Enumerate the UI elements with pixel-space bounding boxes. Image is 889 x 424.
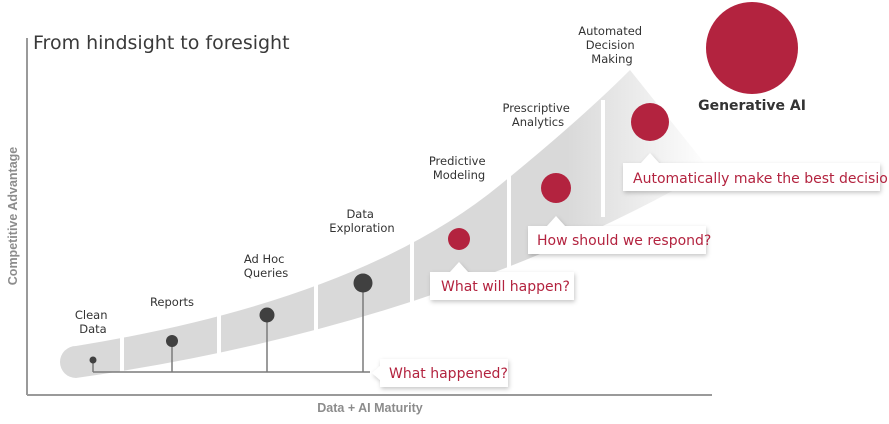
stage-label-data-exploration: Data Exploration <box>329 207 394 235</box>
stage-labels: Clean Data Reports Ad Hoc Queries Data E… <box>75 24 646 336</box>
stage-markers <box>89 103 669 364</box>
stage-label-reports: Reports <box>150 295 194 309</box>
callout-text: Automatically make the best decision <box>633 171 889 187</box>
stage-label-predictive-modeling: Predictive Modeling <box>429 154 489 182</box>
callout-card <box>528 216 706 254</box>
axes: Data + AI Maturity Competitive Advantage <box>6 38 712 415</box>
callout-text: What will happen? <box>441 279 570 295</box>
stage-marker-automated-decision-making <box>631 103 669 141</box>
stage-marker-clean-data <box>89 356 97 364</box>
stage-marker-prescriptive-analytics <box>541 173 571 203</box>
callout-card <box>623 153 880 191</box>
callout-text: How should we respond? <box>537 233 711 249</box>
callout-text: What happened? <box>389 366 508 382</box>
stage-marker-reports <box>166 335 178 347</box>
diagram-title: From hindsight to foresight <box>33 32 290 54</box>
callout-what-happened: What happened? <box>372 359 508 387</box>
y-axis-label: Competitive Advantage <box>6 147 20 286</box>
generative-ai-label: Generative AI <box>698 98 806 114</box>
generative-ai-highlight: Generative AI <box>698 2 806 114</box>
callouts: What happened? What will happen? How sho… <box>372 153 889 387</box>
stage-label-prescriptive-analytics: Prescriptive Analytics <box>502 101 573 129</box>
callout-card <box>372 359 508 387</box>
band-shape <box>60 70 710 378</box>
callout-automatically-decide: Automatically make the best decision <box>623 153 889 191</box>
stage-label-automated-decision-making: Automated Decision Making <box>578 24 646 66</box>
band-dividers <box>120 100 605 375</box>
stage-label-ad-hoc-queries: Ad Hoc Queries <box>244 252 288 280</box>
generative-ai-circle <box>706 2 798 94</box>
stage-marker-ad-hoc-queries <box>259 307 275 323</box>
callout-how-should-we-respond: How should we respond? <box>528 216 711 254</box>
x-axis-label: Data + AI Maturity <box>317 401 423 415</box>
callout-what-will-happen: What will happen? <box>430 262 574 300</box>
callout-card <box>430 262 574 300</box>
stage-label-clean-data: Clean Data <box>75 308 111 336</box>
stage-marker-predictive-modeling <box>448 228 470 250</box>
stage-marker-data-exploration <box>353 273 373 293</box>
maturity-band <box>60 70 710 378</box>
